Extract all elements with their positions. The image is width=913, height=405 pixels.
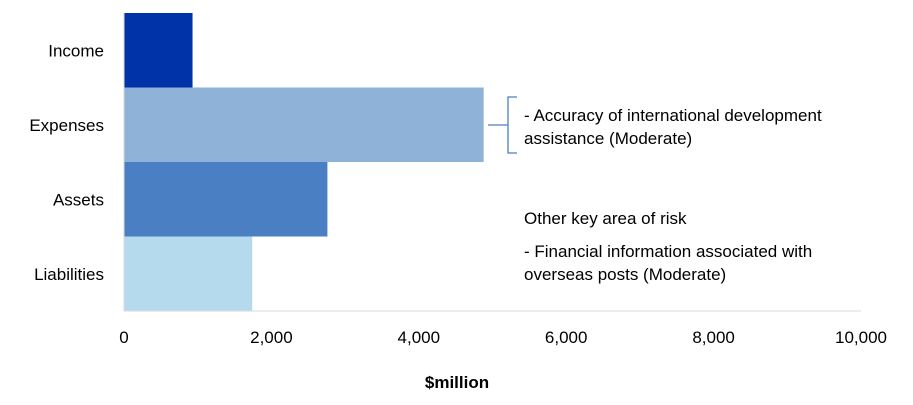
expenses-annotation-bracket [488, 96, 517, 154]
bars-group [123, 13, 484, 311]
other-risk-heading: Other key area of risk [524, 209, 687, 228]
expenses-risk-annotation: - Accuracy of international development … [524, 104, 822, 150]
bar-expenses [124, 87, 484, 162]
x-tick-label: 2,000 [250, 328, 293, 347]
x-tick-label: 0 [119, 328, 128, 347]
category-label-liabilities: Liabilities [34, 265, 104, 284]
x-tick-label: 8,000 [692, 328, 735, 347]
x-tick-labels: 0 2,000 4,000 6,000 8,000 10,000 [119, 328, 887, 347]
category-label-income: Income [48, 41, 104, 60]
bar-income [124, 13, 193, 88]
other-risk-annotation: Other key area of risk - Financial infor… [524, 207, 812, 286]
other-risk-line-1: - Financial information associated with [524, 242, 813, 261]
x-axis-title: $million [425, 373, 489, 392]
other-risk-line-2: overseas posts (Moderate) [524, 265, 727, 284]
x-tick-label: 6,000 [545, 328, 588, 347]
expenses-risk-line-1: - Accuracy of international development [524, 106, 822, 125]
category-label-expenses: Expenses [29, 116, 104, 135]
category-label-assets: Assets [53, 190, 104, 209]
bar-liabilities [124, 236, 253, 311]
bar-assets [124, 162, 328, 237]
x-tick-label: 10,000 [835, 328, 887, 347]
category-labels: Income Expenses Assets Liabilities [29, 41, 104, 284]
expenses-risk-line-2: assistance (Moderate) [524, 129, 693, 148]
x-tick-label: 4,000 [398, 328, 441, 347]
